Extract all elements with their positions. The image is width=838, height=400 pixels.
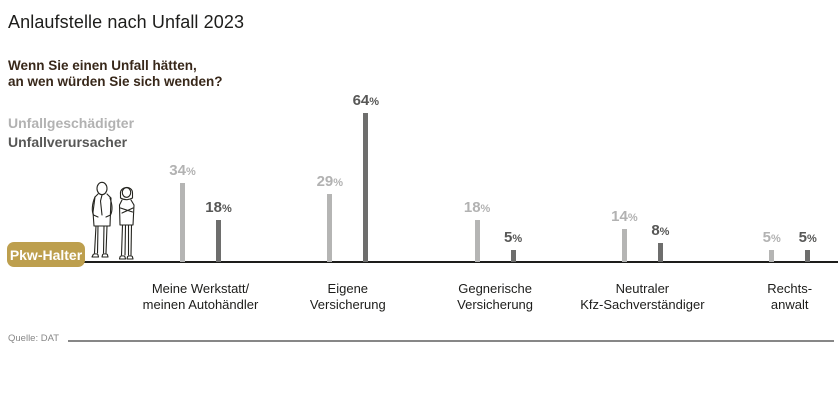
group-badge-pkw-halter: Pkw-Halter: [7, 242, 85, 267]
bar-unfallverursacher: [510, 250, 516, 262]
bar-unfallverursacher: [657, 243, 663, 262]
bar-unfallverursacher: [805, 250, 811, 262]
bar-unfallverursacher: [363, 113, 369, 262]
value-label-unfallverursacher: 5%: [798, 229, 817, 246]
bar-unfallgeschaedigter: [474, 220, 480, 262]
source-label: Quelle: DAT: [8, 333, 60, 344]
page-title: Anlaufstelle nach Unfall 2023: [8, 12, 245, 32]
bar-unfallgeschaedigter: [327, 194, 333, 262]
category-label: Rechts- anwalt: [767, 281, 813, 312]
value-label-unfallgeschaedigter: 18%: [463, 199, 491, 216]
bar-unfallgeschaedigter: [621, 229, 627, 262]
survey-question: Wenn Sie einen Unfall hätten, an wen wür…: [8, 58, 223, 89]
value-label-unfallgeschaedigter: 29%: [316, 173, 344, 190]
category-label: Neutraler Kfz-Sachverständiger: [580, 281, 705, 312]
category-label: Meine Werkstatt/ meinen Autohändler: [142, 281, 259, 312]
value-label-unfallgeschaedigter: 5%: [762, 229, 781, 246]
people-illustration: [91, 181, 135, 260]
category-label: Gegnerische Versicherung: [457, 281, 534, 312]
bar-unfallgeschaedigter: [180, 183, 185, 262]
category-label: Eigene Versicherung: [309, 281, 386, 312]
value-label-unfallgeschaedigter: 34%: [169, 162, 196, 179]
legend: Unfallgeschädigter Unfallverursacher: [8, 114, 134, 152]
legend-item-unfallgeschaedigter: Unfallgeschädigter: [8, 115, 135, 131]
source-divider-line: [68, 340, 834, 342]
value-label-unfallgeschaedigter: 14%: [611, 208, 638, 225]
value-label-unfallverursacher: 8%: [651, 222, 670, 239]
bar-unfallverursacher: [216, 220, 221, 262]
value-label-unfallverursacher: 18%: [205, 199, 232, 216]
legend-item-unfallverursacher: Unfallverursacher: [8, 134, 128, 150]
bar-unfallgeschaedigter: [769, 250, 775, 262]
value-label-unfallverursacher: 64%: [352, 92, 380, 109]
x-axis-baseline: [83, 261, 838, 263]
value-label-unfallverursacher: 5%: [504, 229, 523, 246]
